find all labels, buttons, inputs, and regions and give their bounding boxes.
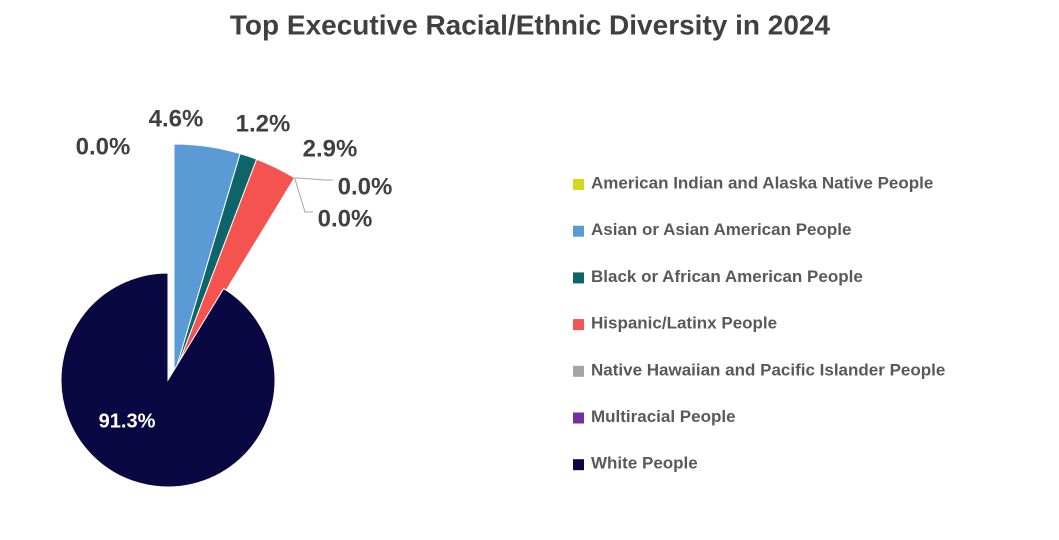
legend-label: Black or African American People — [591, 267, 863, 286]
legend-swatch — [573, 412, 584, 424]
legend-label: Hispanic/Latinx People — [591, 314, 777, 333]
legend-label: Asian or Asian American People — [591, 220, 851, 239]
legend-label: Multiracial People — [591, 407, 736, 426]
leader-line — [294, 177, 333, 181]
legend-swatch — [573, 459, 584, 471]
legend-label: American Indian and Alaska Native People — [591, 173, 933, 192]
value-label: 1.2% — [236, 110, 291, 137]
leader-line — [294, 177, 313, 213]
legend-label: Native Hawaiian and Pacific Islander Peo… — [591, 360, 945, 379]
value-label: 0.0% — [318, 205, 373, 232]
value-label: 2.9% — [303, 135, 358, 162]
value-label: 0.0% — [76, 133, 131, 160]
value-label: 91.3% — [99, 410, 156, 432]
value-label: 0.0% — [338, 173, 393, 200]
legend-label: White People — [591, 454, 698, 473]
legend-swatch — [573, 319, 584, 331]
legend-swatch — [573, 272, 584, 284]
pie-slice — [60, 272, 276, 488]
legend-swatch — [573, 365, 584, 377]
chart-title: Top Executive Racial/Ethnic Diversity in… — [230, 9, 831, 40]
value-label: 4.6% — [149, 105, 204, 132]
legend-swatch — [573, 225, 584, 237]
legend-swatch — [573, 179, 584, 190]
